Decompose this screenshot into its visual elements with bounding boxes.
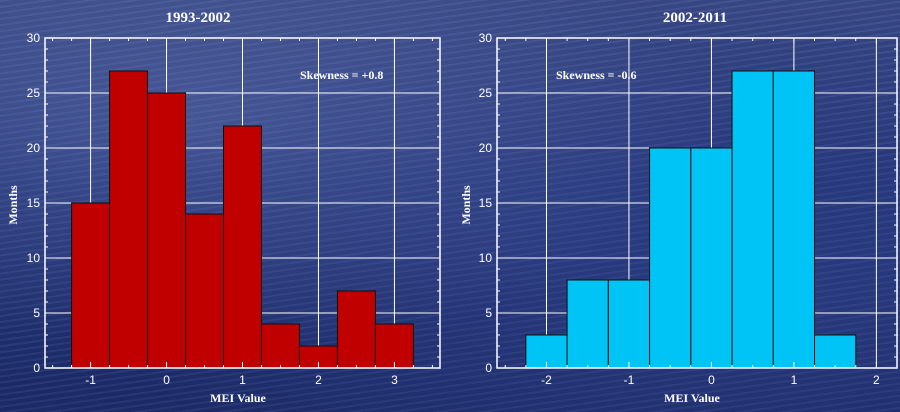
bars [71, 70, 414, 369]
x-tick-label: -2 [541, 373, 552, 387]
bar [185, 213, 225, 369]
bar [109, 70, 149, 369]
y-tick-label: 5 [485, 306, 492, 320]
y-tick-label: 20 [27, 141, 41, 155]
x-tick-label: 0 [163, 373, 170, 387]
x-tick-label: 3 [391, 373, 398, 387]
y-tick-label: 30 [27, 31, 41, 45]
y-tick-label: 5 [33, 306, 40, 320]
y-tick-label: 0 [485, 361, 492, 375]
x-tick-label: -1 [624, 373, 635, 387]
y-tick-label: 25 [479, 86, 493, 100]
y-tick-label: 25 [27, 86, 41, 100]
tick-labels: 0 5 10 15 20 25 30 -2 -1 0 1 2 [479, 31, 880, 387]
skewness-annotation: Skewness = -0.6 [556, 68, 637, 82]
bar [260, 323, 300, 369]
chart-title: 1993-2002 [166, 10, 231, 26]
y-tick-label: 30 [479, 31, 493, 45]
x-axis-label: MEI Value [210, 391, 266, 405]
y-tick-label: 10 [27, 251, 41, 265]
bar [649, 147, 692, 369]
x-tick-label: -1 [85, 373, 96, 387]
x-tick-label: 1 [791, 373, 798, 387]
y-tick-label: 20 [479, 141, 493, 155]
y-tick-label: 0 [33, 361, 40, 375]
x-tick-label: 0 [708, 373, 715, 387]
y-axis-label: Months [6, 185, 20, 225]
histogram-1993-2002: 1993-2002 0 5 10 15 20 25 30 -1 0 1 2 3 Skewness = … [6, 10, 441, 405]
x-tick-label: 2 [873, 373, 880, 387]
bar [336, 290, 376, 369]
y-tick-label: 15 [27, 196, 41, 210]
bar [607, 279, 651, 369]
bar [71, 202, 111, 369]
skewness-annotation: Skewness = +0.8 [300, 68, 383, 82]
x-tick-label: 2 [315, 373, 322, 387]
bar [772, 70, 816, 369]
bar [814, 334, 857, 369]
chart-title: 2002-2011 [663, 10, 727, 26]
axes [496, 37, 898, 369]
bar [690, 147, 733, 369]
axes [44, 37, 441, 369]
tick-labels: 0 5 10 15 20 25 30 -1 0 1 2 3 [27, 31, 398, 387]
x-tick-label: 1 [239, 373, 246, 387]
y-tick-label: 15 [479, 196, 493, 210]
bar [223, 125, 262, 369]
x-axis-label: MEI Value [664, 391, 720, 405]
y-tick-label: 10 [479, 251, 493, 265]
bar [374, 323, 414, 369]
histogram-2002-2011: 2002-2011 0 5 10 15 20 25 30 -2 -1 0 1 2 Skewness =… [459, 10, 898, 405]
bars [525, 70, 857, 369]
bar [147, 92, 187, 369]
bar [566, 279, 609, 369]
bar [731, 70, 774, 369]
y-axis-label: Months [459, 185, 473, 225]
